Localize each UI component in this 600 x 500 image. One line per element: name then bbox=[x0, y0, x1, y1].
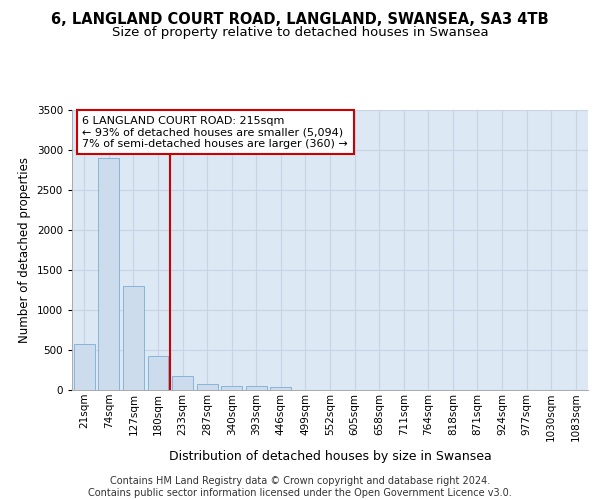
Bar bbox=[172, 376, 193, 390]
Y-axis label: Number of detached properties: Number of detached properties bbox=[18, 157, 31, 343]
Text: Contains HM Land Registry data © Crown copyright and database right 2024.
Contai: Contains HM Land Registry data © Crown c… bbox=[88, 476, 512, 498]
Bar bbox=[98, 158, 119, 390]
Text: 6, LANGLAND COURT ROAD, LANGLAND, SWANSEA, SA3 4TB: 6, LANGLAND COURT ROAD, LANGLAND, SWANSE… bbox=[51, 12, 549, 28]
Bar bbox=[123, 286, 144, 390]
X-axis label: Distribution of detached houses by size in Swansea: Distribution of detached houses by size … bbox=[169, 450, 491, 462]
Bar bbox=[148, 356, 169, 390]
Bar bbox=[246, 386, 267, 390]
Bar bbox=[197, 384, 218, 390]
Bar bbox=[271, 387, 292, 390]
Text: Size of property relative to detached houses in Swansea: Size of property relative to detached ho… bbox=[112, 26, 488, 39]
Text: 6 LANGLAND COURT ROAD: 215sqm
← 93% of detached houses are smaller (5,094)
7% of: 6 LANGLAND COURT ROAD: 215sqm ← 93% of d… bbox=[82, 116, 348, 149]
Bar bbox=[221, 386, 242, 390]
Bar bbox=[74, 344, 95, 390]
